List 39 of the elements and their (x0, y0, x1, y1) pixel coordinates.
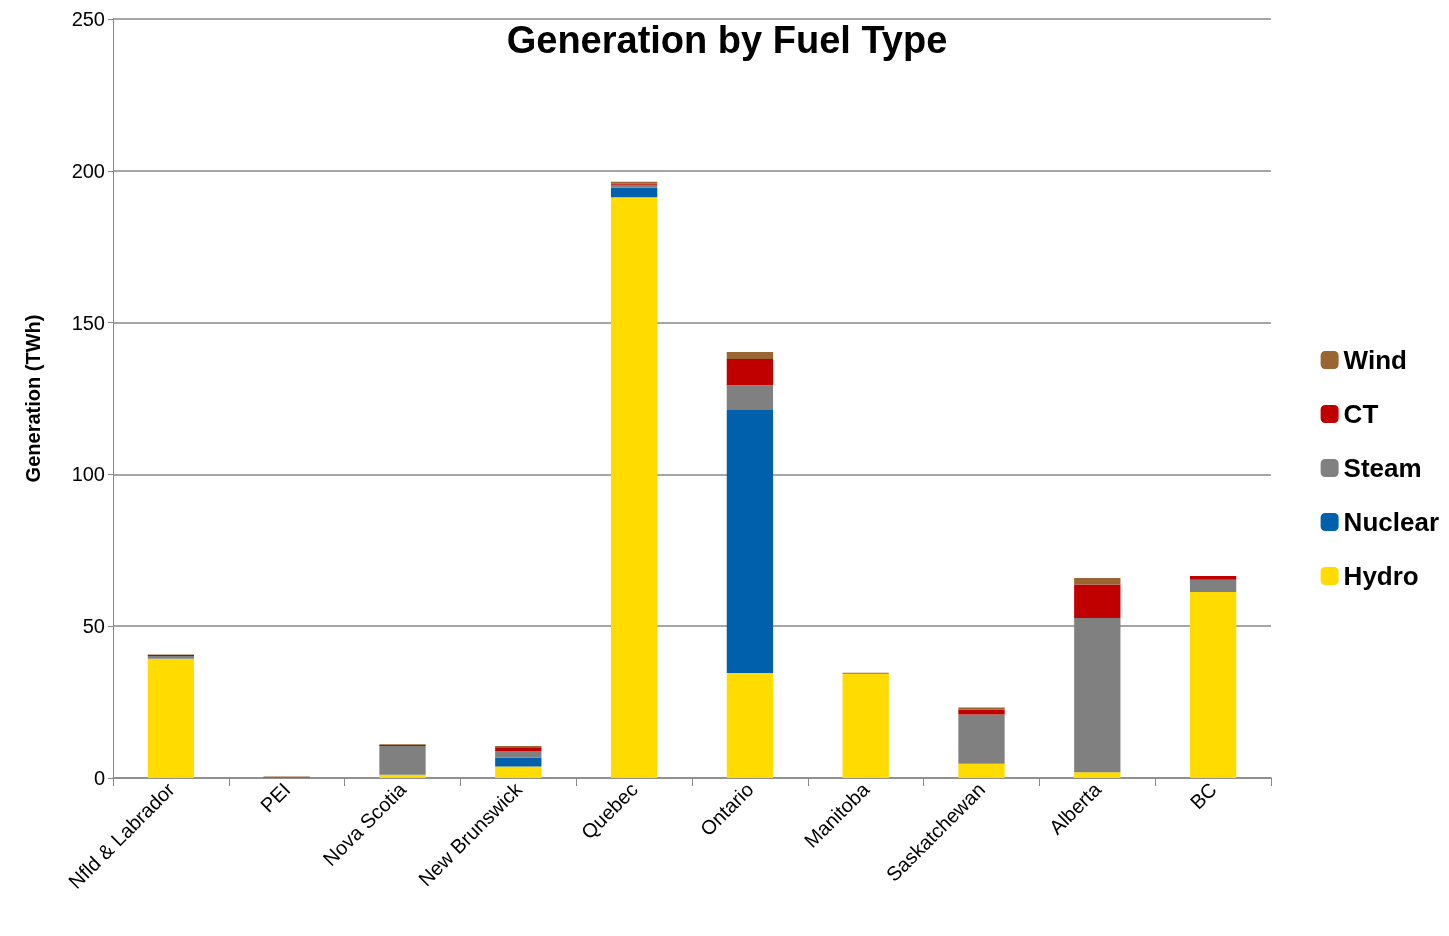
bar (1189, 576, 1237, 580)
bar (1074, 577, 1121, 585)
bar (958, 707, 1005, 710)
chart-title: Generation by Fuel Type (506, 19, 948, 61)
y-tick-label: 250 (71, 8, 105, 30)
bar (1189, 591, 1237, 778)
legend-label: Nuclear (1343, 507, 1440, 537)
bar (726, 672, 774, 778)
x-tick-label: BC (1185, 778, 1221, 814)
bar (726, 359, 774, 386)
bar (1189, 579, 1237, 592)
bar (610, 197, 658, 778)
bar (147, 658, 195, 778)
x-tick-label: PEI (256, 778, 295, 817)
bar (1074, 772, 1121, 778)
legend-label: Wind (1343, 345, 1407, 375)
bar (1074, 584, 1121, 618)
bar (379, 774, 426, 778)
bar (958, 714, 1005, 764)
bar (379, 746, 426, 775)
bar (726, 410, 774, 673)
y-tick-label: 150 (71, 311, 105, 334)
bar (842, 673, 889, 778)
y-tick-label: 50 (82, 615, 105, 638)
legend-label: CT (1343, 399, 1379, 429)
bar (495, 766, 542, 778)
bar (495, 750, 542, 758)
y-axis-title: Generation (TWh) (22, 314, 44, 483)
bar (726, 352, 774, 360)
bar (495, 757, 542, 767)
bar (610, 187, 658, 198)
y-tick-label: 200 (71, 159, 105, 182)
legend-label: Steam (1343, 453, 1422, 483)
bar (726, 385, 774, 411)
legend-label: Hydro (1343, 561, 1419, 591)
bar (958, 763, 1005, 778)
bar (958, 709, 1005, 715)
y-tick-label: 0 (93, 767, 105, 789)
y-tick-label: 100 (71, 463, 105, 486)
